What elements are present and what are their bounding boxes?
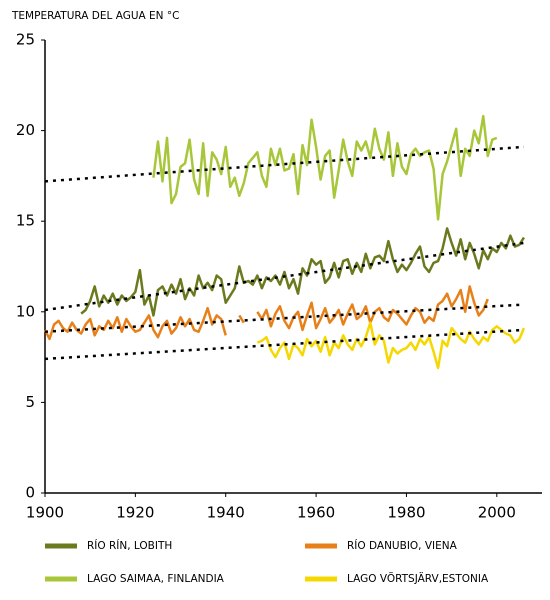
trend-line (44, 145, 525, 183)
x-tick-label: 1920 (116, 504, 154, 522)
y-tick-label: 0 (25, 484, 35, 502)
series-line (43, 285, 489, 341)
legend-label: RÍO RÍN, LOBITH (87, 539, 172, 552)
legend-label: LAGO VÕRTSJÄRV,ESTONIA (347, 572, 489, 585)
legend-label: LAGO SAIMAA, FINLANDIA (87, 573, 225, 585)
x-tick-label: 1940 (207, 504, 245, 522)
x-tick-label: 2000 (478, 504, 516, 522)
chart-title: TEMPERATURA DEL AGUA EN °C (11, 10, 179, 22)
series-line (80, 227, 525, 317)
y-tick-label: 5 (25, 393, 35, 411)
series-line (256, 321, 526, 370)
series-line (152, 114, 498, 221)
y-tick-label: 15 (16, 212, 35, 230)
legend-label: RÍO DANUBIO, VIENA (347, 539, 458, 552)
y-tick-label: 20 (16, 121, 35, 139)
x-tick-label: 1900 (26, 504, 64, 522)
x-tick-label: 1960 (297, 504, 335, 522)
y-tick-label: 10 (16, 302, 35, 320)
y-tick-label: 25 (16, 31, 35, 49)
trend-line (44, 241, 525, 312)
x-tick-label: 1980 (387, 504, 425, 522)
